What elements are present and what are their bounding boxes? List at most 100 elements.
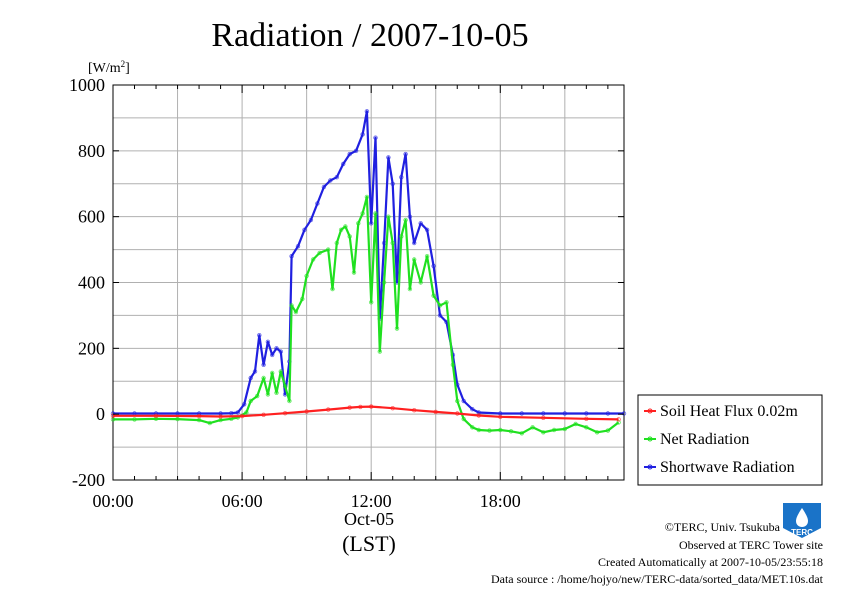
data-point [373,135,378,140]
data-point [334,174,339,180]
data-point [418,221,423,226]
data-point [270,352,275,358]
series-line-shortwave-radiation [113,110,624,415]
data-point [241,402,247,407]
data-point [265,339,271,344]
data-point [437,303,443,308]
data-point [455,398,460,404]
data-point [476,413,481,418]
data-point [541,415,546,420]
y-tick-label: 600 [78,207,105,227]
data-point [431,263,436,269]
data-point [351,270,357,275]
data-point [418,280,423,285]
data-point [412,408,417,413]
data-point [261,375,266,381]
data-point [360,132,365,137]
data-point [584,425,589,430]
data-point [508,429,514,434]
data-point [616,417,621,422]
data-point [338,227,344,232]
data-point [239,413,245,419]
data-point [364,194,370,200]
legend-box [637,394,823,486]
data-point [562,426,567,432]
data-point [444,300,449,305]
footer-created: Created Automatically at 2007-10-05/23:5… [598,555,823,569]
y-tick-label: 1000 [69,75,105,95]
data-point [334,240,339,246]
data-point [470,407,475,412]
y-tick-label: 0 [96,404,105,424]
terc-logo: TERC [783,503,821,538]
data-point [476,410,481,415]
data-point [386,214,391,219]
x-tick-label: 12:00 [351,491,392,511]
data-point [235,410,240,415]
data-point [541,411,546,416]
data-point [424,254,430,259]
y-tick-label: 800 [78,141,105,161]
data-point [304,409,309,414]
data-point [341,161,346,167]
data-point [308,217,314,223]
data-point [394,326,400,331]
series-line-soil-heat-flux-0-02m [113,405,619,421]
data-point [317,250,322,256]
data-point [424,227,430,232]
data-point [196,417,202,423]
data-point [252,369,258,374]
data-point [584,416,589,421]
terc-logo-drop-icon [796,508,808,527]
x-axis-title: (LST) [342,531,396,556]
data-point [541,430,546,435]
data-point [310,257,316,262]
data-point [274,390,279,395]
data-point [289,303,294,308]
data-point [616,420,621,425]
data-point [153,416,159,421]
data-point [255,393,260,399]
series-line-net-radiation [113,195,620,435]
data-point [257,333,262,338]
grid-lines [113,85,624,480]
data-point [390,406,395,411]
data-point [265,392,271,397]
data-point [437,313,443,318]
data-point [326,247,331,252]
data-point [364,109,370,114]
data-point [248,398,253,404]
data-point [218,411,223,416]
data-point [343,224,348,229]
data-point [461,416,466,422]
data-point [278,349,283,354]
y-tick-label: 400 [78,273,105,293]
series-layer [110,109,627,436]
series-points-soil-heat-flux-0-02m [110,404,621,422]
y-unit-close: ] [125,61,130,76]
x-date-label: Oct-05 [344,509,394,529]
data-point [347,151,352,157]
data-point [353,148,359,153]
data-point [605,428,611,433]
x-tick-label: 00:00 [92,491,133,511]
data-point [562,411,567,416]
data-point [487,428,492,433]
data-point [605,411,611,416]
data-point [551,427,557,433]
data-point [403,217,408,223]
data-point [399,234,404,239]
data-point [584,411,589,416]
data-point [476,427,481,433]
data-point [207,420,212,426]
data-point [407,214,413,219]
legend: Soil Heat Flux 0.02m Net Radiation Shortwa… [637,394,823,486]
legend-label: Net Radiation [660,431,749,448]
x-tick-label: 18:00 [480,491,521,511]
data-point [261,362,266,367]
data-point [229,411,234,416]
data-point [390,181,395,186]
data-point [248,375,253,381]
data-point [498,427,503,433]
data-point [321,184,327,190]
